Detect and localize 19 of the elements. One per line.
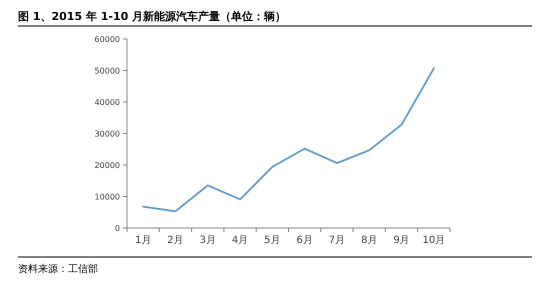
x-tick-label: 9月 xyxy=(393,235,410,246)
x-tick-label: 3月 xyxy=(200,235,216,246)
x-tick-label: 6月 xyxy=(296,235,313,246)
y-tick-label: 40000 xyxy=(94,98,120,107)
title: 图 1、2015 年 1-10 月新能源汽车产量（单位：辆） xyxy=(18,10,286,23)
y-tick-label: 30000 xyxy=(94,130,120,138)
x-tick-label: 10月 xyxy=(422,235,446,246)
y-tick-label: 50000 xyxy=(94,66,120,76)
x-tick-label: 1月 xyxy=(134,235,152,246)
y-tick-label: 20000 xyxy=(94,161,120,170)
y-tick-label: 60000 xyxy=(94,35,120,44)
x-tick-label: 8月 xyxy=(361,235,378,246)
y-tick-label: 0 xyxy=(114,224,120,233)
y-tick-label: 10000 xyxy=(94,192,120,202)
text: 资料来源：工信部 xyxy=(18,263,98,275)
x-tick-label: 5月 xyxy=(264,235,281,246)
x-tick-label: 4月 xyxy=(232,235,248,246)
x-tick-label: 7月 xyxy=(328,235,346,246)
x-tick-label: 2月 xyxy=(167,235,184,246)
